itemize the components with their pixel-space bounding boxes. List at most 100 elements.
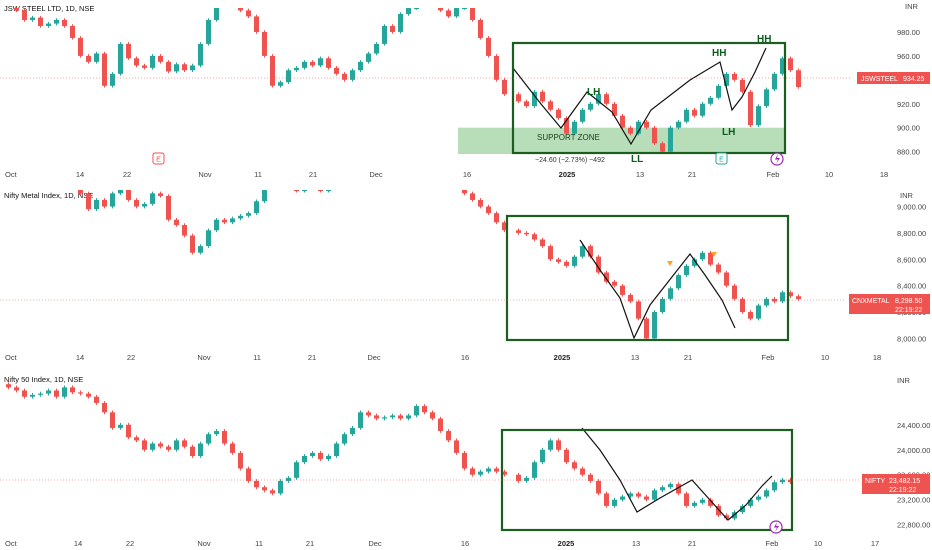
candle (438, 8, 443, 13)
marker-triangle-1 (667, 261, 673, 266)
candle (118, 190, 123, 196)
candle (190, 444, 195, 458)
time-axis: Oct 14 22 Nov 11 21 Dec 16 2025 13 21 Feb 10 17 (5, 539, 879, 548)
candle (732, 72, 737, 82)
candle (62, 385, 67, 399)
candle (150, 54, 155, 70)
candle (692, 107, 697, 118)
y-tick-label: 900.00 (897, 124, 920, 133)
candle (572, 254, 577, 268)
candle (94, 51, 99, 64)
x-tick-label: 21 (309, 170, 317, 179)
candle (524, 475, 529, 483)
candle (516, 92, 521, 104)
candle (446, 429, 451, 443)
candle (740, 297, 745, 314)
candle (700, 497, 705, 505)
candle (86, 191, 91, 211)
candle (150, 441, 155, 452)
x-tick-label: 13 (636, 170, 644, 179)
candle (14, 385, 19, 393)
candle (206, 18, 211, 46)
candle (764, 87, 769, 108)
last-price-value: 934.25 (903, 76, 925, 83)
candle (772, 480, 777, 493)
y-tick-label: 920.00 (897, 100, 920, 109)
candle (246, 8, 251, 19)
x-tick-label: Nov (197, 353, 211, 362)
candle (78, 190, 83, 196)
x-tick-label: 21 (688, 539, 696, 548)
x-tick-label: 13 (632, 539, 640, 548)
candle (524, 231, 529, 237)
candle (318, 451, 323, 461)
currency-label: INR (897, 376, 911, 385)
candle (102, 198, 107, 209)
candle (118, 42, 123, 76)
last-price-time: 22:19:22 (895, 307, 922, 314)
candle (198, 244, 203, 255)
candle (206, 228, 211, 248)
candle (748, 90, 753, 128)
candle (478, 18, 483, 40)
candle (174, 438, 179, 452)
x-tick-label: 2025 (558, 539, 575, 548)
time-axis: Oct 14 22 Nov 11 21 Dec 16 2025 13 21 Feb 10 18 (5, 353, 881, 362)
candle (142, 202, 147, 209)
x-tick-label: 14 (76, 353, 84, 362)
support-zone-label: SUPPORT ZONE (537, 133, 600, 142)
candle (406, 413, 411, 421)
candle (516, 472, 521, 483)
candle (780, 477, 785, 485)
candle (182, 62, 187, 72)
candle (556, 438, 561, 452)
candle (158, 441, 163, 449)
y-tick-label: 8,800.00 (897, 229, 926, 238)
candle (708, 96, 713, 106)
candle (254, 199, 259, 215)
x-tick-label: 2025 (559, 170, 576, 179)
candle (38, 15, 43, 28)
earnings-event-2[interactable]: E (715, 152, 728, 165)
candle (54, 18, 59, 26)
candle (46, 21, 51, 28)
annotation-lh-1: LH (587, 87, 600, 98)
y-tick-label: 24,000.00 (897, 446, 930, 455)
y-tick-label: 23,200.00 (897, 496, 930, 505)
candle (358, 410, 363, 430)
candle (548, 99, 553, 112)
x-tick-label: 14 (74, 539, 82, 548)
split-event-icon[interactable] (770, 152, 784, 166)
candle (78, 36, 83, 58)
annotation-lh-2: LH (722, 127, 735, 138)
candle (310, 451, 315, 458)
candle (604, 491, 609, 508)
candle (612, 102, 617, 118)
panel-nifty-metal: Nifty Metal Index, 1D, NSE INR 8,000.00 8… (0, 190, 930, 362)
candle (716, 262, 721, 275)
candle (134, 435, 139, 443)
candle (788, 290, 793, 299)
candle (486, 36, 491, 58)
x-tick-label: Oct (5, 170, 18, 179)
y-tick-label: 9,000.00 (897, 203, 926, 212)
x-tick-label: 18 (873, 353, 881, 362)
panel-jswsteel: JSW STEEL LTD, 1D, NSE INR SUPPORT ZONE … (0, 2, 930, 179)
candle (22, 388, 27, 399)
candle (374, 42, 379, 56)
pattern-box (511, 41, 787, 155)
candle (454, 438, 459, 455)
candle (166, 194, 171, 222)
candle (414, 8, 419, 10)
candle (318, 56, 323, 68)
candle (556, 107, 561, 120)
candle (604, 92, 609, 106)
candle (102, 401, 107, 415)
y-tick-label: 960.00 (897, 52, 920, 61)
svg-text:E: E (156, 157, 161, 164)
split-event-icon[interactable] (769, 520, 783, 534)
svg-text:E: E (719, 157, 724, 164)
candle (390, 24, 395, 34)
candle (102, 51, 107, 88)
earnings-event-1[interactable]: E (152, 152, 165, 165)
